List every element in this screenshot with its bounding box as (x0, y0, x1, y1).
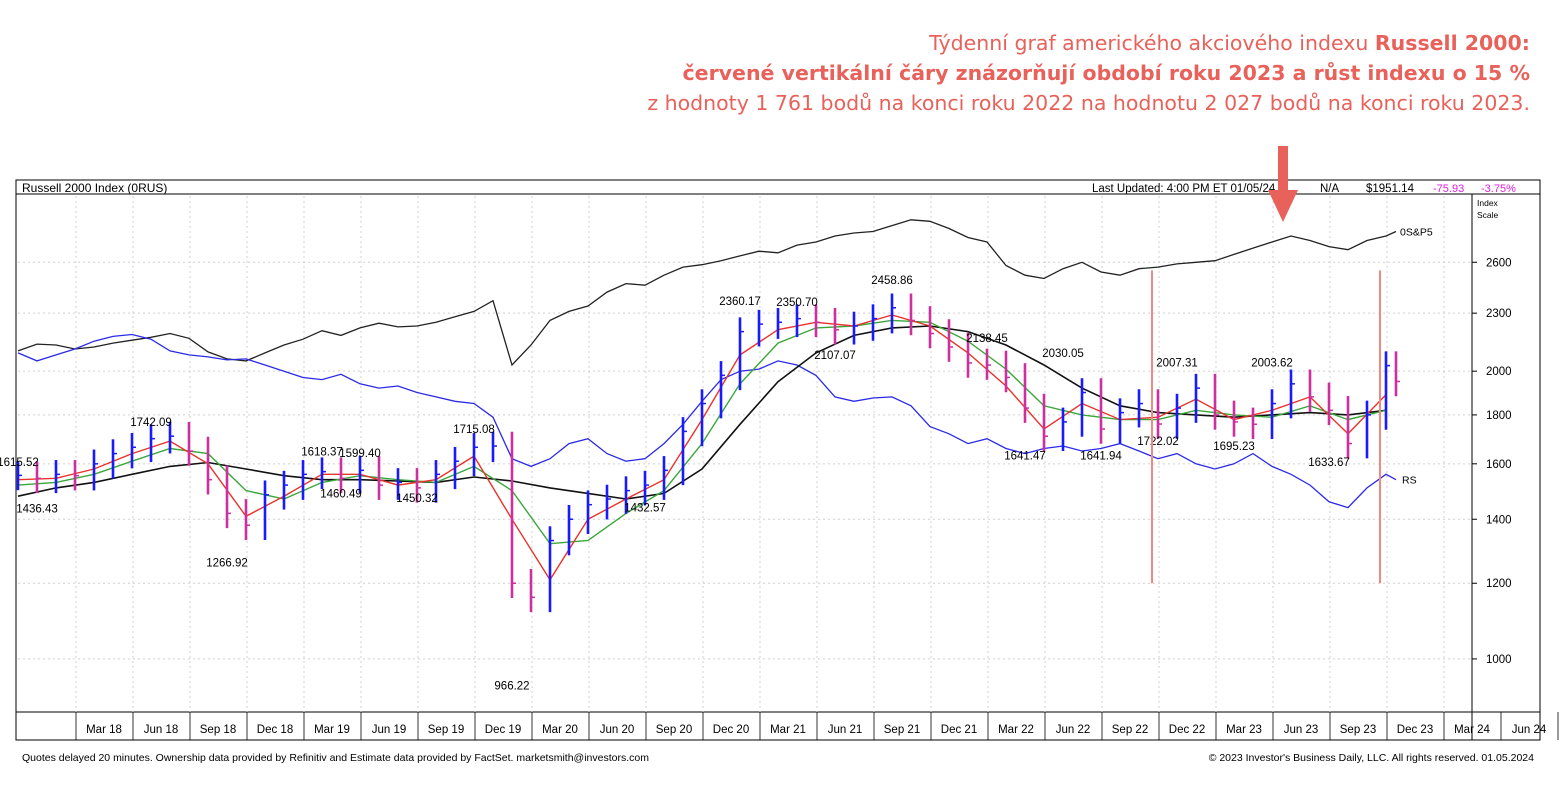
arrow-down-icon (1268, 190, 1298, 222)
price-label: 2003.62 (1251, 357, 1293, 369)
x-tick-label: Sep 20 (656, 724, 692, 736)
x-tick-label: Sep 22 (1112, 724, 1148, 736)
scale-label-index: Index (1477, 198, 1499, 208)
x-tick-label: Dec 19 (485, 724, 521, 736)
price-label: 1436.43 (16, 504, 58, 516)
price-label: 1432.57 (624, 503, 666, 515)
caption-line-2-bold: červené vertikální čáry znázorňují obdob… (682, 61, 1530, 85)
caption-line-2: červené vertikální čáry znázorňují obdob… (647, 58, 1530, 88)
scale-label-scale: Scale (1477, 210, 1499, 220)
y-tick-label: 2300 (1486, 308, 1512, 320)
x-tick-label: Jun 18 (144, 724, 179, 736)
x-tick-label: Sep 21 (884, 724, 920, 736)
chart-header-title: Russell 2000 Index (0RUS) (22, 181, 167, 195)
footer-copyright: © 2023 Investor's Business Daily, LLC. A… (1208, 752, 1534, 764)
header-na: N/A (1320, 183, 1340, 195)
price-label: 2360.17 (719, 296, 761, 308)
x-tick-label: Jun 21 (828, 724, 863, 736)
price-label: 2030.05 (1042, 348, 1084, 360)
price-label: 966.22 (494, 680, 529, 692)
price-label: 2458.86 (871, 275, 913, 287)
arrow-shaft (1278, 146, 1288, 192)
price-label: 1715.08 (453, 424, 495, 436)
x-tick-label: Mar 19 (314, 724, 350, 736)
price-label: 2007.31 (1156, 357, 1198, 369)
x-tick-label: Jun 23 (1284, 724, 1319, 736)
x-tick-label: Mar 21 (770, 724, 806, 736)
chart-caption: Týdenní graf amerického akciového indexu… (647, 28, 1530, 118)
price-label: 1615.52 (0, 457, 39, 469)
price-label: 1722.02 (1137, 436, 1179, 448)
price-label: 2107.07 (814, 350, 856, 362)
price-label: 1618.37 (301, 447, 343, 459)
x-tick-label: Mar 24 (1454, 724, 1490, 736)
relative-strength-line (17, 333, 1397, 509)
chart-frame (15, 179, 1541, 741)
price-label: 1460.49 (320, 489, 362, 501)
caption-line-1: Týdenní graf amerického akciového indexu… (647, 28, 1530, 58)
price-label: 1742.09 (130, 417, 172, 429)
x-tick-label: Mar 20 (542, 724, 578, 736)
y-tick-label: 1200 (1486, 578, 1512, 590)
y-tick-label: 1400 (1486, 514, 1512, 526)
caption-line-1-text: Týdenní graf amerického akciového indexu (929, 31, 1375, 55)
price-label: 2350.70 (776, 297, 818, 309)
price-label: 1633.67 (1308, 457, 1350, 469)
price-label: 1450.32 (396, 493, 438, 505)
price-label: 1695.23 (1213, 441, 1255, 453)
caption-line-3: z hodnoty 1 761 bodů na konci roku 2022 … (647, 91, 1530, 115)
x-tick-label: Dec 22 (1169, 724, 1205, 736)
x-tick-label: Sep 18 (200, 724, 236, 736)
x-tick-label: Dec 23 (1397, 724, 1433, 736)
footer-disclaimer: Quotes delayed 20 minutes. Ownership dat… (22, 752, 649, 764)
y-tick-label: 1600 (1486, 459, 1512, 471)
x-tick-label: Dec 20 (713, 724, 749, 736)
y-tick-label: 1000 (1486, 654, 1512, 666)
price-label: 1641.94 (1080, 451, 1122, 463)
x-tick-label: Jun 24 (1512, 724, 1547, 736)
x-tick-label: Dec 21 (941, 724, 977, 736)
x-tick-label: Jun 22 (1056, 724, 1091, 736)
x-tick-label: Jun 19 (372, 724, 407, 736)
price-label: 1599.40 (339, 448, 381, 460)
x-tick-label: Sep 19 (428, 724, 464, 736)
rs-label: RS (1402, 475, 1417, 487)
header-last-updated: Last Updated: 4:00 PM ET 01/05/24 (1092, 183, 1276, 195)
x-tick-label: Jun 20 (600, 724, 635, 736)
y-tick-label: 2000 (1486, 366, 1512, 378)
sp500-label: 0S&P5 (1400, 227, 1433, 239)
header-change-pct: -3.75% (1481, 183, 1516, 195)
y-tick-label: 1800 (1486, 410, 1512, 422)
y-tick-label: 2600 (1486, 257, 1512, 269)
price-label: 1266.92 (206, 558, 248, 570)
x-tick-label: Mar 23 (1226, 724, 1262, 736)
x-tick-label: Mar 18 (86, 724, 122, 736)
price-label: 1641.47 (1004, 451, 1046, 463)
x-tick-label: Sep 23 (1340, 724, 1376, 736)
price-label: 2138.45 (966, 333, 1008, 345)
x-tick-label: Dec 18 (257, 724, 293, 736)
header-change: -75.93 (1433, 183, 1464, 195)
header-price: $1951.14 (1366, 183, 1415, 195)
caption-line-1-bold: Russell 2000: (1374, 31, 1530, 55)
x-tick-label: Mar 22 (998, 724, 1034, 736)
